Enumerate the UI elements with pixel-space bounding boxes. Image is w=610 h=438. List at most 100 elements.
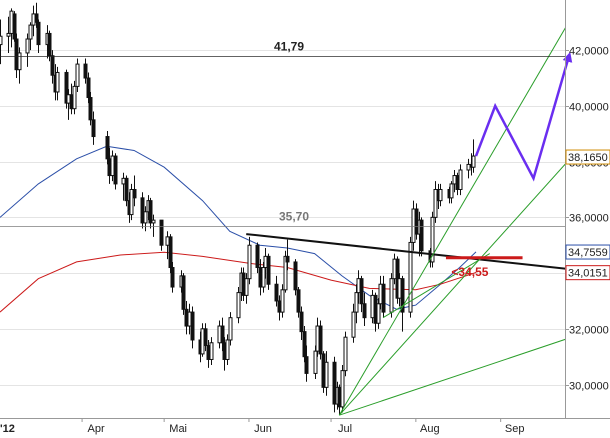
candle [255,242,260,274]
candlesticks [0,2,476,416]
candle [304,345,309,382]
annotation: <34,55 [445,256,523,279]
candle [359,275,364,313]
candle [55,66,60,101]
candle [244,273,249,304]
y-tick-label: 42,0000 [569,46,609,58]
candle-body [304,356,309,374]
grid-lines [0,50,565,386]
candle-body [225,339,230,360]
candle [318,320,323,360]
x-tick-label-year: '12 [0,423,15,435]
candle-body [430,216,435,263]
candle-body [132,188,137,199]
candle-body [34,13,39,23]
trendlines [246,27,565,416]
candle-body [376,303,381,324]
candle-body [449,183,454,199]
price-tag-label: 34,0151 [568,268,608,280]
candle [449,181,454,204]
candle-body [17,52,22,71]
candle-body [140,197,145,224]
trendline [382,253,490,319]
candle-body [471,155,476,168]
candle [209,337,214,366]
candle-body [359,278,364,305]
candle-body [362,303,367,319]
candle-body [324,361,329,388]
candle [25,33,30,67]
candle-body [274,283,279,302]
candle-body [83,63,88,79]
candle [83,58,88,84]
candle-body [113,155,118,185]
y-tick-label: 32,0000 [569,325,609,337]
candle [247,236,252,285]
candle [400,275,405,332]
candle-body [86,77,91,99]
candle-body [293,261,298,291]
price-tag-label: 38,1650 [568,152,608,164]
candle-body [318,325,323,355]
candle [28,22,33,51]
candle [362,292,367,327]
candle-body [354,292,359,313]
candle-body [50,55,55,76]
candle [343,331,348,377]
candle-body [419,219,424,252]
trendline [246,233,565,270]
candle-body [389,278,394,313]
candle [6,16,11,53]
candle [381,275,386,318]
level-lines: 41,79 35,70 [0,40,565,227]
candle-body [143,211,148,224]
candle-body [255,244,260,269]
plot-background [0,0,565,418]
price-tags: 38,1650 34,7559 34,0151 [565,149,610,281]
projection-line [474,51,573,182]
candle-body [247,244,252,280]
candle-body [181,275,186,310]
candle-body [285,255,290,263]
candle [438,183,443,207]
x-tick-label: Apr [88,423,105,435]
candle-body [203,328,208,347]
candle-body [343,336,348,372]
candle [419,217,424,257]
candle-body [91,119,96,138]
candle-body [302,331,307,358]
candle-body [12,13,17,40]
candle-body [105,136,110,160]
candle [324,351,329,396]
price-tag-box [565,265,610,281]
trendline [338,27,565,416]
candle-body [36,21,41,46]
price-tag: 38,1650 [565,149,610,165]
candle [458,164,463,196]
candle-body [72,85,77,110]
candle [389,273,394,318]
candle [408,236,413,318]
candle [181,273,186,315]
candle-body [88,97,93,121]
candle [285,239,290,271]
candle-body [75,63,80,87]
x-tick-label: Jun [254,423,272,435]
candle-body [148,200,153,224]
x-tick-label: Sep [505,423,525,435]
moving-average-line [0,145,477,310]
candle [351,303,356,343]
candle [151,214,156,237]
candle-body [129,188,134,216]
candle-body [438,188,443,202]
y-tick-label: 40,0000 [569,102,609,114]
candle [274,275,279,307]
candle [132,175,137,207]
candle-body [332,361,337,405]
candle-body [190,311,195,341]
candle-body [124,177,129,202]
candle-body [228,317,233,341]
candle [332,356,337,413]
candle-body [458,169,463,190]
